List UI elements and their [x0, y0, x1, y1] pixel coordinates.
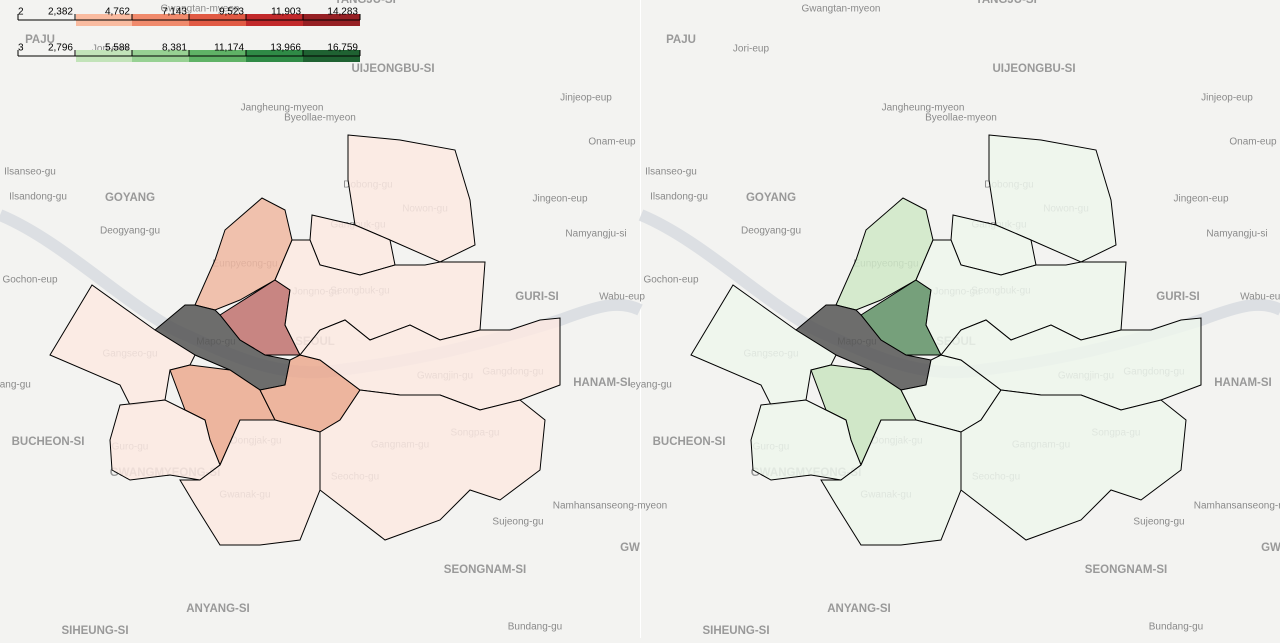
place-label: Jangheung-myeon: [882, 103, 965, 114]
place-label: SIHEUNG-SI: [702, 625, 769, 637]
place-label: Ilsandong-gu: [650, 192, 708, 203]
place-label: Jinjeop-eup: [560, 93, 612, 104]
place-label: Jinjeop-eup: [1201, 93, 1253, 104]
district: [960, 389, 1187, 541]
place-label: Namhansanseong-myeon: [1194, 501, 1280, 512]
place-label: Wabu-eup: [1240, 292, 1280, 303]
place-label: Bundang-gu: [508, 622, 563, 633]
place-label: PAJU: [666, 34, 696, 46]
district: [820, 419, 962, 546]
legend-tick-label: 4,762: [105, 7, 130, 18]
district: [319, 389, 546, 541]
legend-tick-label: 8,381: [162, 43, 187, 54]
legend-tick-label: 9,523: [219, 7, 244, 18]
place-label: Sujeong-gu: [492, 517, 543, 528]
place-label: GURI-SI: [1156, 291, 1199, 303]
place-label: SEONGNAM-SI: [444, 564, 526, 576]
place-label: BUCHEON-SI: [12, 436, 85, 448]
legend-tick-label: 2: [18, 7, 24, 18]
legend-tick-label: 2,796: [48, 43, 73, 54]
place-label: ANYANG-SI: [827, 603, 890, 615]
district: [347, 134, 476, 263]
district: [750, 399, 862, 481]
place-label: YANGJU-SI: [975, 0, 1037, 6]
place-label: Gwangtan-myeon: [161, 4, 240, 15]
place-label: GW: [1261, 542, 1280, 554]
legend-tick-label: 16,759: [327, 43, 358, 54]
place-label: Deogyang-gu: [100, 226, 160, 237]
district: [179, 419, 321, 546]
legend: 3 2,796 5,588 8,381 11,174 13,966 16,759: [17, 43, 361, 62]
place-label: Gochon-eup: [2, 275, 57, 286]
place-label: GW: [620, 542, 640, 554]
place-label: Onam-eup: [1229, 137, 1277, 148]
place-label: Jori-eup: [92, 44, 129, 55]
place-label: BUCHEON-SI: [653, 436, 726, 448]
place-label: Gochon-eup: [643, 275, 698, 286]
legend: 2 2,382 4,762 7,143 9,523 11,903 14,283: [17, 7, 361, 26]
districts: [49, 134, 561, 546]
place-label: UIJEONGBU-SI: [992, 63, 1075, 75]
place-label: GOYANG: [746, 192, 796, 204]
place-label: Jingeon-eup: [532, 194, 587, 205]
place-label: SEONGNAM-SI: [1085, 564, 1167, 576]
place-label: PAJU: [25, 34, 55, 46]
place-label: HANAM-SI: [573, 377, 631, 389]
place-label: Bundang-gu: [1149, 622, 1204, 633]
legend-tick-label: 11,174: [214, 43, 244, 54]
place-label: Deogyang-gu: [741, 226, 801, 237]
place-label: Ilsandong-gu: [9, 192, 67, 203]
districts: [690, 134, 1202, 546]
place-label: Byeollae-myeon: [925, 113, 997, 124]
legend-tick-label: 7,143: [162, 7, 187, 18]
district: [988, 134, 1117, 263]
place-label: Jingeon-eup: [1173, 194, 1228, 205]
place-label: Byeollae-myeon: [284, 113, 356, 124]
place-label: YANGJU-SI: [334, 0, 396, 6]
place-label: eyang-gu: [630, 380, 672, 391]
map: PAJU Jori-eup Gwangtan-myeon YANGJU-SI UIJEO…: [630, 0, 1280, 637]
legend-tick-label: 14,283: [327, 7, 358, 18]
legend-tick-label: 5,588: [105, 43, 130, 54]
district: [835, 197, 934, 311]
place-label: Sujeong-gu: [1133, 517, 1184, 528]
place-label: Namhansanseong-myeon: [553, 501, 668, 512]
place-label: GURI-SI: [515, 291, 558, 303]
place-label: UIJEONGBU-SI: [351, 63, 434, 75]
legend-tick-label: 11,903: [271, 7, 301, 18]
place-label: Namyangju-si: [1206, 229, 1267, 240]
place-label: Jori-eup: [733, 44, 770, 55]
place-label: Namyangju-si: [565, 229, 626, 240]
place-label: HANAM-SI: [1214, 377, 1272, 389]
place-label: GOYANG: [105, 192, 155, 204]
place-label: ANYANG-SI: [186, 603, 249, 615]
place-label: eyang-gu: [0, 380, 31, 391]
legend-tick-label: 3: [18, 43, 24, 54]
district: [109, 399, 221, 481]
map: PAJU Jori-eup Gwangtan-myeon YANGJU-SI UIJEO…: [0, 0, 667, 637]
legend-tick-label: 13,966: [270, 43, 301, 54]
place-label: Wabu-eup: [599, 292, 645, 303]
place-label: Ilsanseo-gu: [4, 167, 56, 178]
place-label: Jangheung-myeon: [241, 103, 324, 114]
place-label: Gwangtan-myeon: [802, 4, 881, 15]
place-label: Onam-eup: [588, 137, 636, 148]
place-label: SIHEUNG-SI: [61, 625, 128, 637]
district: [194, 197, 293, 311]
place-label: Ilsanseo-gu: [645, 167, 697, 178]
legend-tick-label: 2,382: [48, 7, 73, 18]
